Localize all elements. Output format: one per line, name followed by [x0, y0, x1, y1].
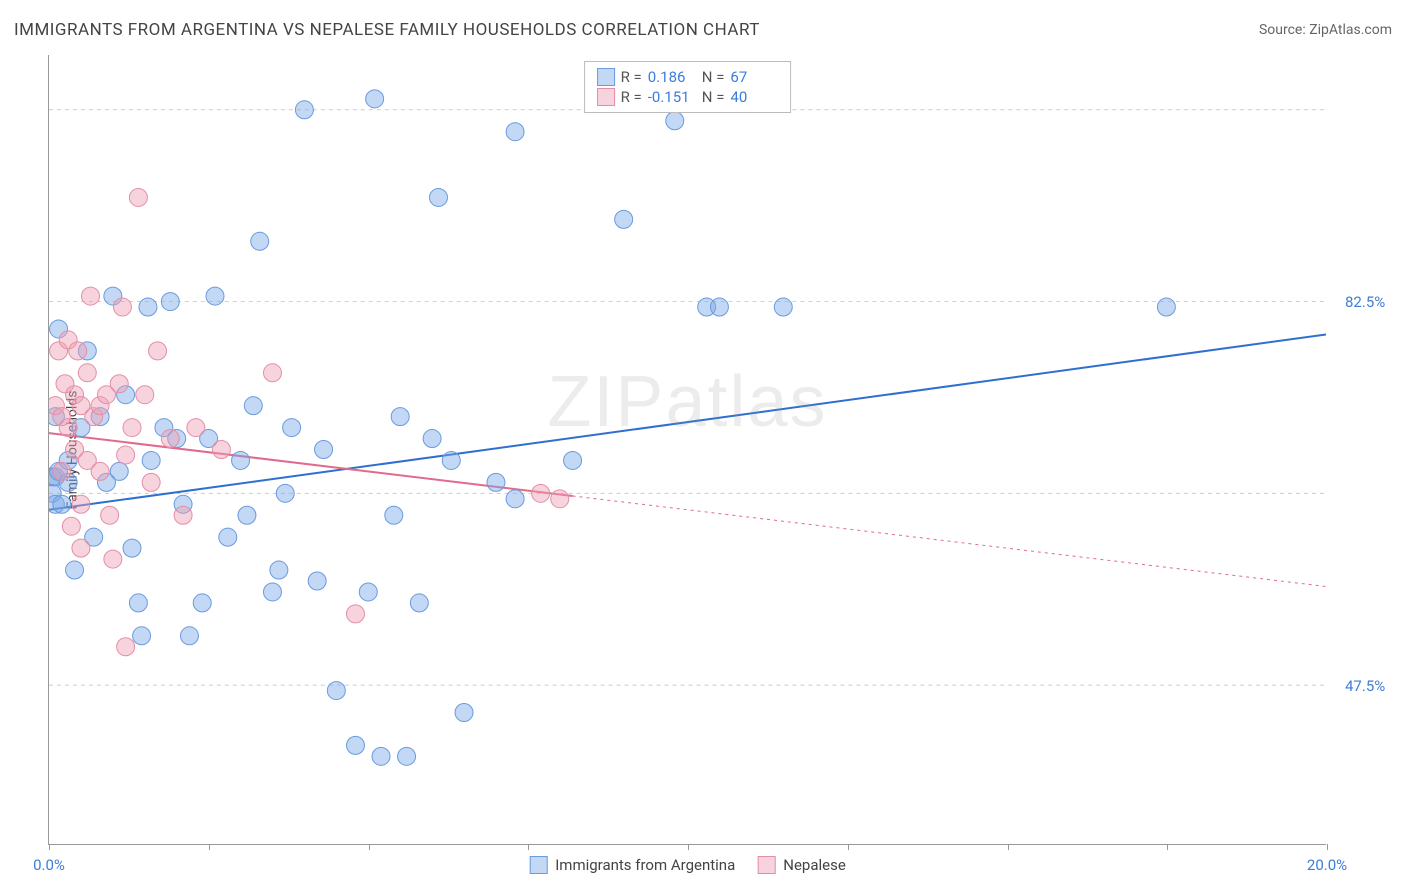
legend-item-nepalese: Nepalese — [757, 856, 846, 874]
x-tick — [1008, 844, 1009, 850]
scatter-plot — [49, 55, 1326, 844]
chart-header: IMMIGRANTS FROM ARGENTINA VS NEPALESE FA… — [14, 20, 1392, 40]
x-tick-label: 0.0% — [33, 856, 65, 874]
x-tick — [848, 844, 849, 850]
stat-n-value-1: 40 — [730, 88, 778, 106]
x-tick — [369, 844, 370, 850]
x-tick — [209, 844, 210, 850]
bottom-legend: Immigrants from Argentina Nepalese — [529, 856, 846, 874]
stat-r-value-1: -0.151 — [648, 88, 696, 106]
stat-r-value-0: 0.186 — [648, 68, 696, 86]
legend-swatch-icon — [529, 856, 547, 874]
x-tick — [688, 844, 689, 850]
y-tick-label: 47.5% — [1345, 677, 1385, 695]
chart-source: Source: ZipAtlas.com — [1259, 22, 1392, 38]
legend-swatch-argentina — [597, 68, 615, 86]
legend-stats-box: R = 0.186 N = 67 R = -0.151 N = 40 — [584, 61, 792, 113]
stat-n-label: N = — [702, 88, 725, 106]
stat-r-label: R = — [621, 68, 642, 86]
x-tick-label: 20.0% — [1307, 856, 1347, 874]
x-tick — [528, 844, 529, 850]
legend-item-argentina: Immigrants from Argentina — [529, 856, 735, 874]
x-tick — [1167, 844, 1168, 850]
legend-label-nepalese: Nepalese — [783, 856, 846, 874]
legend-label-argentina: Immigrants from Argentina — [555, 856, 735, 874]
legend-stats-row-0: R = 0.186 N = 67 — [597, 67, 779, 87]
legend-swatch-nepalese — [597, 88, 615, 106]
legend-swatch-icon — [757, 856, 775, 874]
y-tick-label: 82.5% — [1345, 293, 1385, 311]
stat-r-label: R = — [621, 88, 642, 106]
x-tick — [1327, 844, 1328, 850]
stat-n-value-0: 67 — [730, 68, 778, 86]
legend-stats-row-1: R = -0.151 N = 40 — [597, 87, 779, 107]
chart-title: IMMIGRANTS FROM ARGENTINA VS NEPALESE FA… — [14, 20, 760, 40]
stat-n-label: N = — [702, 68, 725, 86]
chart-area: Family Households 47.5%82.5% 0.0%20.0% R… — [48, 55, 1326, 845]
x-tick — [49, 844, 50, 850]
